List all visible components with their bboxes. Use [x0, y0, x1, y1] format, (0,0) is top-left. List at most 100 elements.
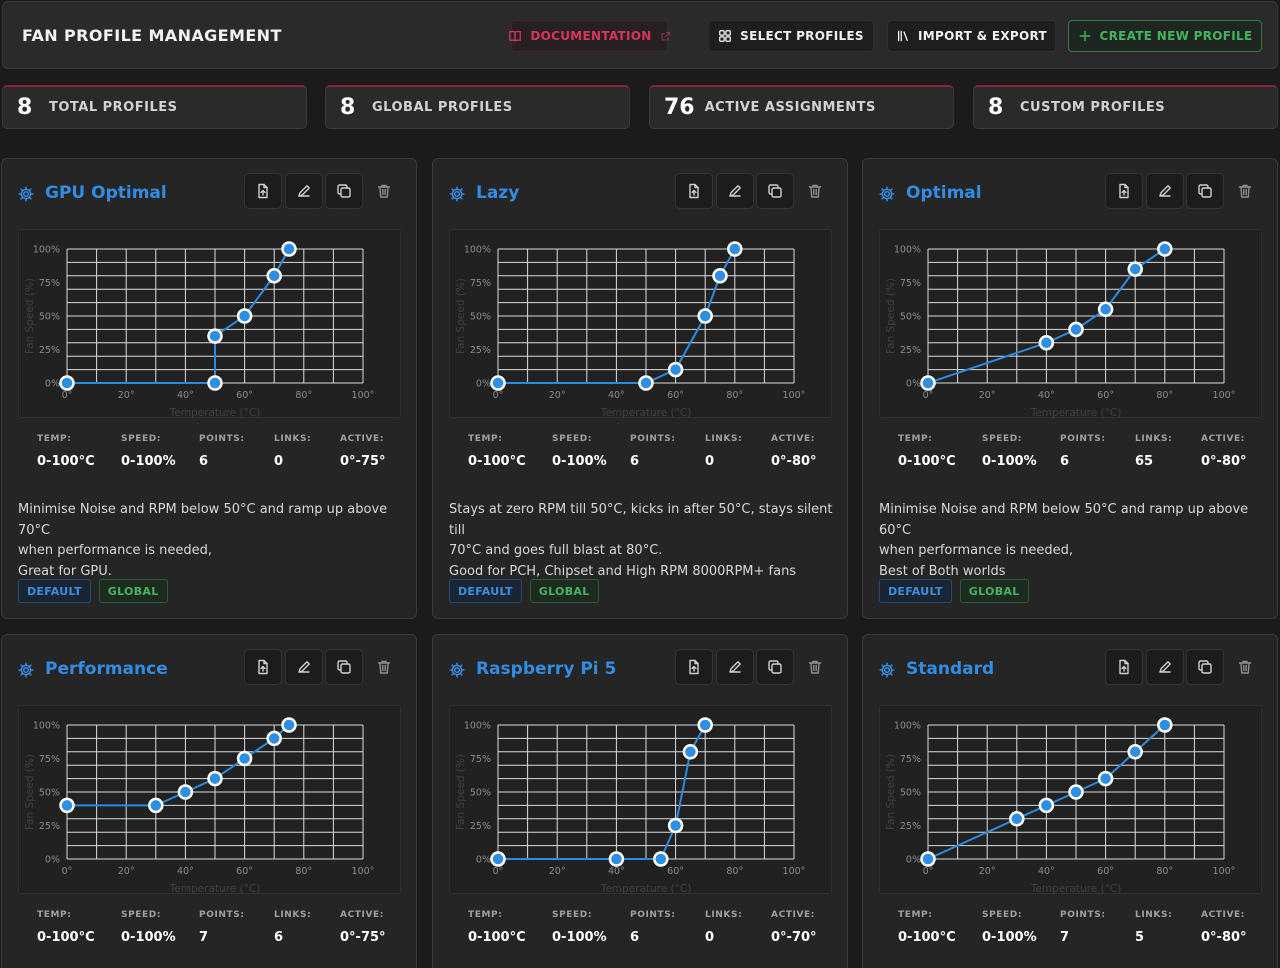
curve-point[interactable] — [207, 328, 223, 344]
curve-point[interactable] — [727, 241, 743, 257]
curve-point[interactable] — [1157, 241, 1173, 257]
import-export-button[interactable]: IMPORT & EXPORT — [887, 20, 1056, 52]
stat-total-profiles: 8 TOTAL PROFILES — [2, 85, 307, 129]
duplicate-profile-button[interactable] — [756, 173, 794, 209]
delete-profile-button[interactable] — [796, 173, 834, 209]
x-tick-label: 80° — [726, 866, 743, 877]
export-profile-button[interactable] — [675, 173, 713, 209]
edit-profile-button[interactable] — [716, 173, 754, 209]
curve-point[interactable] — [207, 770, 223, 787]
curve-point[interactable] — [1127, 261, 1143, 277]
export-profile-button[interactable] — [244, 173, 282, 209]
curve-point[interactable] — [236, 750, 253, 767]
curve-point[interactable] — [920, 375, 936, 391]
curve-point[interactable] — [1097, 301, 1114, 318]
curve-point[interactable] — [207, 375, 223, 391]
gear-icon — [879, 186, 895, 202]
curve-point[interactable] — [1009, 811, 1025, 827]
curve-point[interactable] — [712, 268, 728, 284]
curve-point[interactable] — [682, 744, 699, 760]
edit-profile-button[interactable] — [285, 173, 323, 209]
export-profile-button[interactable] — [1105, 649, 1143, 685]
curve-point[interactable] — [59, 375, 75, 391]
y-tick-label: 0% — [45, 855, 60, 866]
y-tick-label: 100% — [33, 721, 60, 732]
curve-point[interactable] — [1097, 770, 1114, 787]
duplicate-profile-button[interactable] — [756, 649, 794, 685]
edit-profile-button[interactable] — [285, 649, 323, 685]
default-badge: DEFAULT — [18, 579, 91, 603]
x-tick-label: 20° — [549, 390, 566, 401]
description-line: Minimise Noise and RPM below 50°C and ra… — [879, 502, 1249, 538]
curve-point[interactable] — [281, 717, 297, 733]
chart-grid — [497, 248, 795, 384]
curve-point[interactable] — [1068, 784, 1084, 800]
curve-point[interactable] — [697, 308, 713, 324]
delete-profile-button[interactable] — [365, 649, 403, 685]
curve-point[interactable] — [920, 851, 936, 867]
edit-profile-button[interactable] — [716, 649, 754, 685]
curve-point[interactable] — [1127, 744, 1143, 760]
x-tick-label: 40° — [1038, 866, 1055, 877]
export-profile-button[interactable] — [1105, 173, 1143, 209]
delete-profile-button[interactable] — [1226, 649, 1264, 685]
documentation-button[interactable]: DOCUMENTATION — [509, 20, 670, 52]
curve-point[interactable] — [667, 361, 684, 378]
y-tick-label: 75% — [470, 278, 491, 289]
delete-profile-button[interactable] — [796, 649, 834, 685]
curve-point[interactable] — [236, 308, 253, 324]
delete-profile-button[interactable] — [1226, 173, 1264, 209]
curve-point[interactable] — [490, 375, 506, 391]
x-tick-label: 40° — [1038, 390, 1055, 401]
curve-point[interactable] — [697, 717, 713, 733]
edit-profile-button[interactable] — [1146, 649, 1184, 685]
duplicate-profile-button[interactable] — [1186, 649, 1224, 685]
curve-point[interactable] — [1038, 797, 1055, 814]
stat-points-label: POINTS: — [1060, 910, 1106, 920]
curve-point[interactable] — [148, 797, 164, 814]
curve-point[interactable] — [653, 851, 669, 867]
profile-description: Minimise Noise and RPM below 50°C and ra… — [879, 500, 1264, 582]
curve-point[interactable] — [1068, 321, 1084, 338]
profile-card-header: GPU Optimal — [2, 159, 416, 227]
profile-stats: TEMP: 0-100°C SPEED: 0-100% POINTS: 6 LINKS: 0 A… — [433, 910, 847, 950]
x-tick-label: 60° — [667, 866, 684, 877]
curve-point[interactable] — [638, 375, 654, 391]
y-tick-label: 0% — [476, 379, 491, 390]
stat-speed-label: SPEED: — [121, 434, 162, 444]
book-icon — [509, 31, 522, 42]
curve-point[interactable] — [266, 268, 282, 284]
curve-point[interactable] — [1038, 335, 1055, 351]
chart-grid — [927, 724, 1225, 860]
profile-stats: TEMP: 0-100°C SPEED: 0-100% POINTS: 7 LINKS: 5 A… — [863, 910, 1277, 950]
curve-point[interactable] — [281, 241, 297, 257]
profile-badges: DEFAULT GLOBAL — [879, 579, 1029, 603]
duplicate-profile-button[interactable] — [325, 173, 363, 209]
export-profile-button[interactable] — [675, 649, 713, 685]
curve-point[interactable] — [490, 851, 506, 867]
curve-point[interactable] — [266, 730, 282, 747]
y-tick-label: 0% — [476, 855, 491, 866]
x-axis-title: Temperature (°C) — [600, 883, 692, 895]
x-tick-label: 0° — [923, 390, 934, 401]
curve-point[interactable] — [177, 784, 194, 800]
curve-point[interactable] — [59, 797, 75, 814]
trash-icon — [808, 660, 822, 674]
x-tick-label: 20° — [549, 866, 566, 877]
export-profile-button[interactable] — [244, 649, 282, 685]
stat-speed-label: SPEED: — [121, 910, 162, 920]
delete-profile-button[interactable] — [365, 173, 403, 209]
pencil-icon — [1159, 185, 1171, 197]
stat-links: LINKS: 65 — [1135, 434, 1172, 469]
curve-point[interactable] — [608, 851, 625, 867]
curve-point[interactable] — [667, 817, 684, 834]
stat-points-value: 6 — [630, 454, 640, 469]
create-new-profile-button[interactable]: CREATE NEW PROFILE — [1068, 20, 1262, 52]
curve-point[interactable] — [1157, 717, 1173, 733]
duplicate-profile-button[interactable] — [325, 649, 363, 685]
stat-label: GLOBAL PROFILES — [372, 100, 513, 115]
x-tick-label: 0° — [62, 866, 73, 877]
edit-profile-button[interactable] — [1146, 173, 1184, 209]
select-profiles-button[interactable]: SELECT PROFILES — [708, 20, 874, 52]
duplicate-profile-button[interactable] — [1186, 173, 1224, 209]
